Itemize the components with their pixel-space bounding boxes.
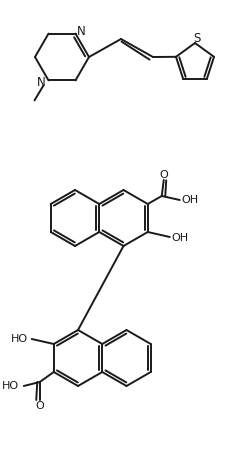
Text: O: O (159, 170, 168, 180)
Text: O: O (36, 401, 44, 411)
Text: OH: OH (181, 195, 198, 205)
Text: N: N (77, 25, 86, 38)
Text: N: N (37, 76, 46, 89)
Text: OH: OH (171, 233, 188, 243)
Text: S: S (193, 31, 201, 45)
Text: HO: HO (11, 334, 28, 344)
Text: HO: HO (2, 381, 19, 391)
